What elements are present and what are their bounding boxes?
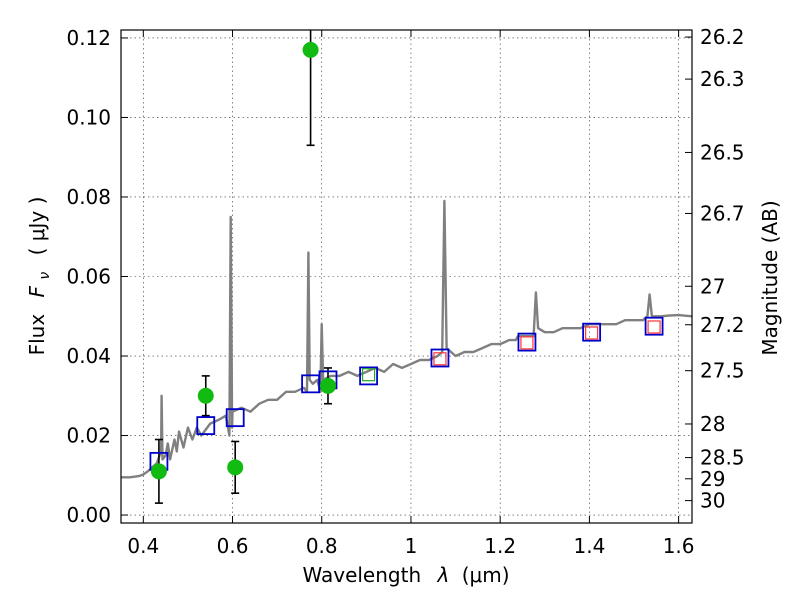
observed-point	[319, 377, 336, 394]
model-square-marker	[644, 316, 664, 336]
inner-square-marker	[520, 336, 534, 350]
inner-square-marker	[585, 326, 599, 340]
y-axis-label-text: Flux	[25, 314, 49, 356]
y2-tick-label: 30	[700, 489, 725, 513]
y2-tick-label: 27.2	[700, 313, 745, 337]
inner-square-marker	[361, 368, 376, 382]
model-square-marker	[196, 416, 216, 435]
x-axis-label: Wavelength λ (μm)	[302, 563, 509, 587]
x-tick-label: 0.6	[217, 534, 249, 558]
model-square-marker	[582, 322, 602, 342]
x-tick-label: 0.8	[306, 534, 338, 558]
y2-tick-label: 28	[700, 412, 725, 436]
observed-point	[150, 463, 167, 480]
grid	[121, 30, 692, 523]
x-tick-label: 1.4	[573, 534, 605, 558]
y2-axis-label: Magnitude (AB)	[758, 200, 782, 355]
x-tick-label: 0.4	[127, 534, 159, 558]
x-axis-label-unit: (μm)	[462, 563, 510, 587]
error-bars	[154, 30, 332, 504]
y2-tick-label: 29	[700, 467, 725, 491]
y-tick-label: 0.12	[66, 26, 111, 50]
x-tick-label: 1.2	[484, 534, 516, 558]
y-axis-label-unit: ( μJy )	[25, 197, 49, 256]
model-square-marker	[359, 366, 378, 386]
y-tick-label: 0.04	[66, 344, 111, 368]
x-tick-label: 1.6	[663, 534, 695, 558]
y-tick-label: 0.10	[66, 105, 111, 129]
observed-point	[302, 41, 319, 58]
spectrum-line	[121, 199, 692, 479]
y-tick-label: 0.06	[66, 265, 111, 289]
y2-tick-label: 28.5	[700, 446, 745, 470]
inner-square-marker	[433, 352, 447, 366]
data-markers	[149, 41, 664, 480]
observed-point	[197, 387, 214, 404]
axis-ticks: 0.4 0.6 0.8 1 1.2 1.4 1.6 0.00 0.02 0.04 0.06 0.08 0…	[66, 25, 744, 558]
y2-tick-label: 26.5	[700, 140, 745, 164]
model-spectrum	[121, 199, 692, 479]
x-axis-label-symbol: λ	[437, 563, 450, 587]
y-tick-label: 0.08	[66, 185, 111, 209]
y2-tick-label: 26.2	[700, 25, 745, 49]
y-tick-label: 0.02	[66, 424, 111, 448]
y-tick-label: 0.00	[66, 503, 111, 527]
model-square-marker	[517, 332, 537, 352]
x-tick-label: 1	[405, 534, 418, 558]
y-axis-label-subscript: ν	[37, 272, 53, 280]
model-square-marker	[225, 408, 245, 428]
y2-tick-label: 26.7	[700, 201, 745, 225]
y-axis-label: Flux F ν ( μJy )	[25, 197, 54, 356]
observed-point	[227, 459, 244, 476]
y-axis-label-symbol: F	[25, 285, 49, 297]
inner-square-marker	[647, 320, 661, 334]
y2-tick-label: 27	[700, 274, 725, 298]
y2-tick-label: 26.3	[700, 67, 745, 91]
model-square-marker	[430, 348, 450, 368]
y2-tick-label: 27.5	[700, 359, 745, 383]
x-axis-label-text: Wavelength	[302, 563, 421, 587]
